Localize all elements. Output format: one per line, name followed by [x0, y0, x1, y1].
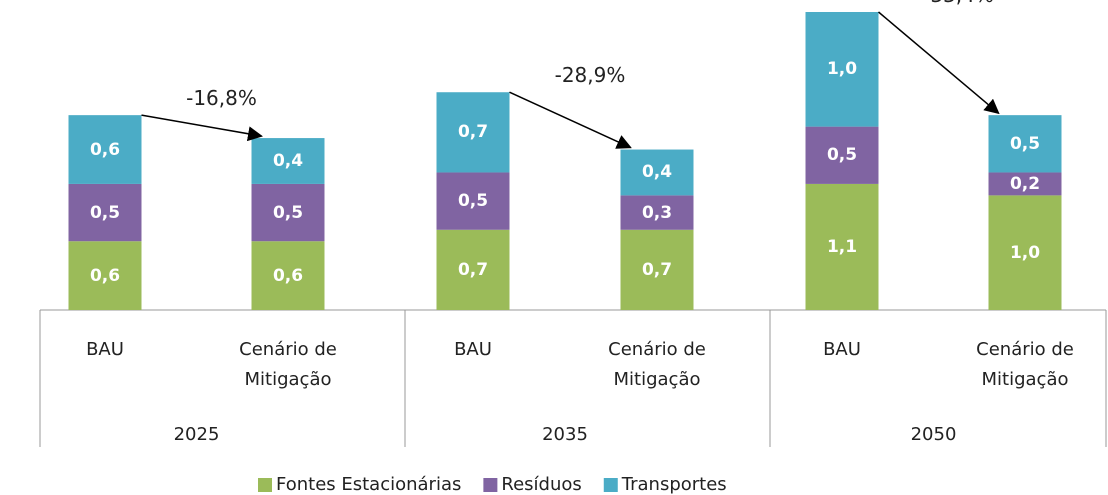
annotation: -33,4% — [923, 0, 994, 10]
x-tick-label: Cenário de Mitigação — [976, 339, 1074, 390]
annotation: -28,9% — [554, 63, 626, 88]
bar-segment — [988, 115, 1062, 173]
bar-segment — [68, 115, 142, 184]
legend-swatch — [483, 478, 498, 492]
bar-segment — [988, 195, 1062, 310]
arrow — [878, 11, 1000, 115]
value-label: 0,7 — [641, 259, 673, 280]
value-label: 0,5 — [89, 202, 121, 223]
legend-swatch — [258, 478, 272, 492]
arrow — [141, 114, 263, 142]
bar-segment — [251, 138, 325, 184]
value-label: 0,4 — [641, 162, 673, 183]
bar-segment — [805, 126, 879, 184]
value-label: 0,7 — [457, 122, 489, 143]
value-label: 0,5 — [457, 191, 489, 212]
bar-segment — [251, 183, 325, 242]
value-label: 0,2 — [1009, 173, 1041, 194]
value-label: 0,6 — [89, 265, 121, 286]
group-label: 2025 — [173, 424, 220, 445]
legend-label: Transportes — [621, 474, 727, 495]
bar-segment — [436, 172, 510, 230]
legend-label: Fontes Estacionárias — [276, 474, 462, 495]
value-label: 1,1 — [826, 236, 858, 257]
bar-segment — [988, 172, 1062, 196]
value-label: 0,5 — [826, 145, 858, 166]
value-label: 0,7 — [457, 259, 489, 280]
value-label: 0,4 — [272, 151, 304, 171]
bar-segment — [68, 241, 142, 310]
bar-segment — [436, 229, 510, 310]
x-tick-label: BAU — [454, 339, 492, 360]
bar-segment — [436, 92, 510, 173]
group-label: 2035 — [542, 424, 588, 445]
bar-segment — [620, 229, 694, 310]
value-label: 0,3 — [641, 202, 673, 223]
group-label: 2050 — [910, 424, 957, 445]
x-tick-label: Cenário de Mitigação — [239, 339, 337, 390]
value-label: 0,5 — [272, 202, 304, 223]
legend-swatch — [603, 478, 618, 492]
value-label: 0,6 — [272, 265, 304, 286]
value-label: 0,6 — [89, 139, 121, 160]
bar-segment — [68, 183, 142, 242]
bar-segment — [805, 183, 879, 310]
arrow — [509, 91, 632, 149]
value-label: 1,0 — [1009, 242, 1041, 263]
value-label: 0,5 — [1009, 133, 1041, 154]
annotation: -16,8% — [186, 86, 257, 111]
value-label: 1,0 — [826, 59, 858, 80]
bar-segment — [251, 241, 325, 310]
bar-segment — [620, 149, 694, 196]
x-tick-label: Cenário de Mitigação — [608, 339, 706, 390]
x-tick-label: BAU — [823, 339, 861, 360]
bar-segment — [805, 12, 879, 127]
x-tick-label: BAU — [86, 339, 124, 360]
bar-segment — [620, 195, 694, 230]
legend-label: Resíduos — [501, 474, 582, 495]
